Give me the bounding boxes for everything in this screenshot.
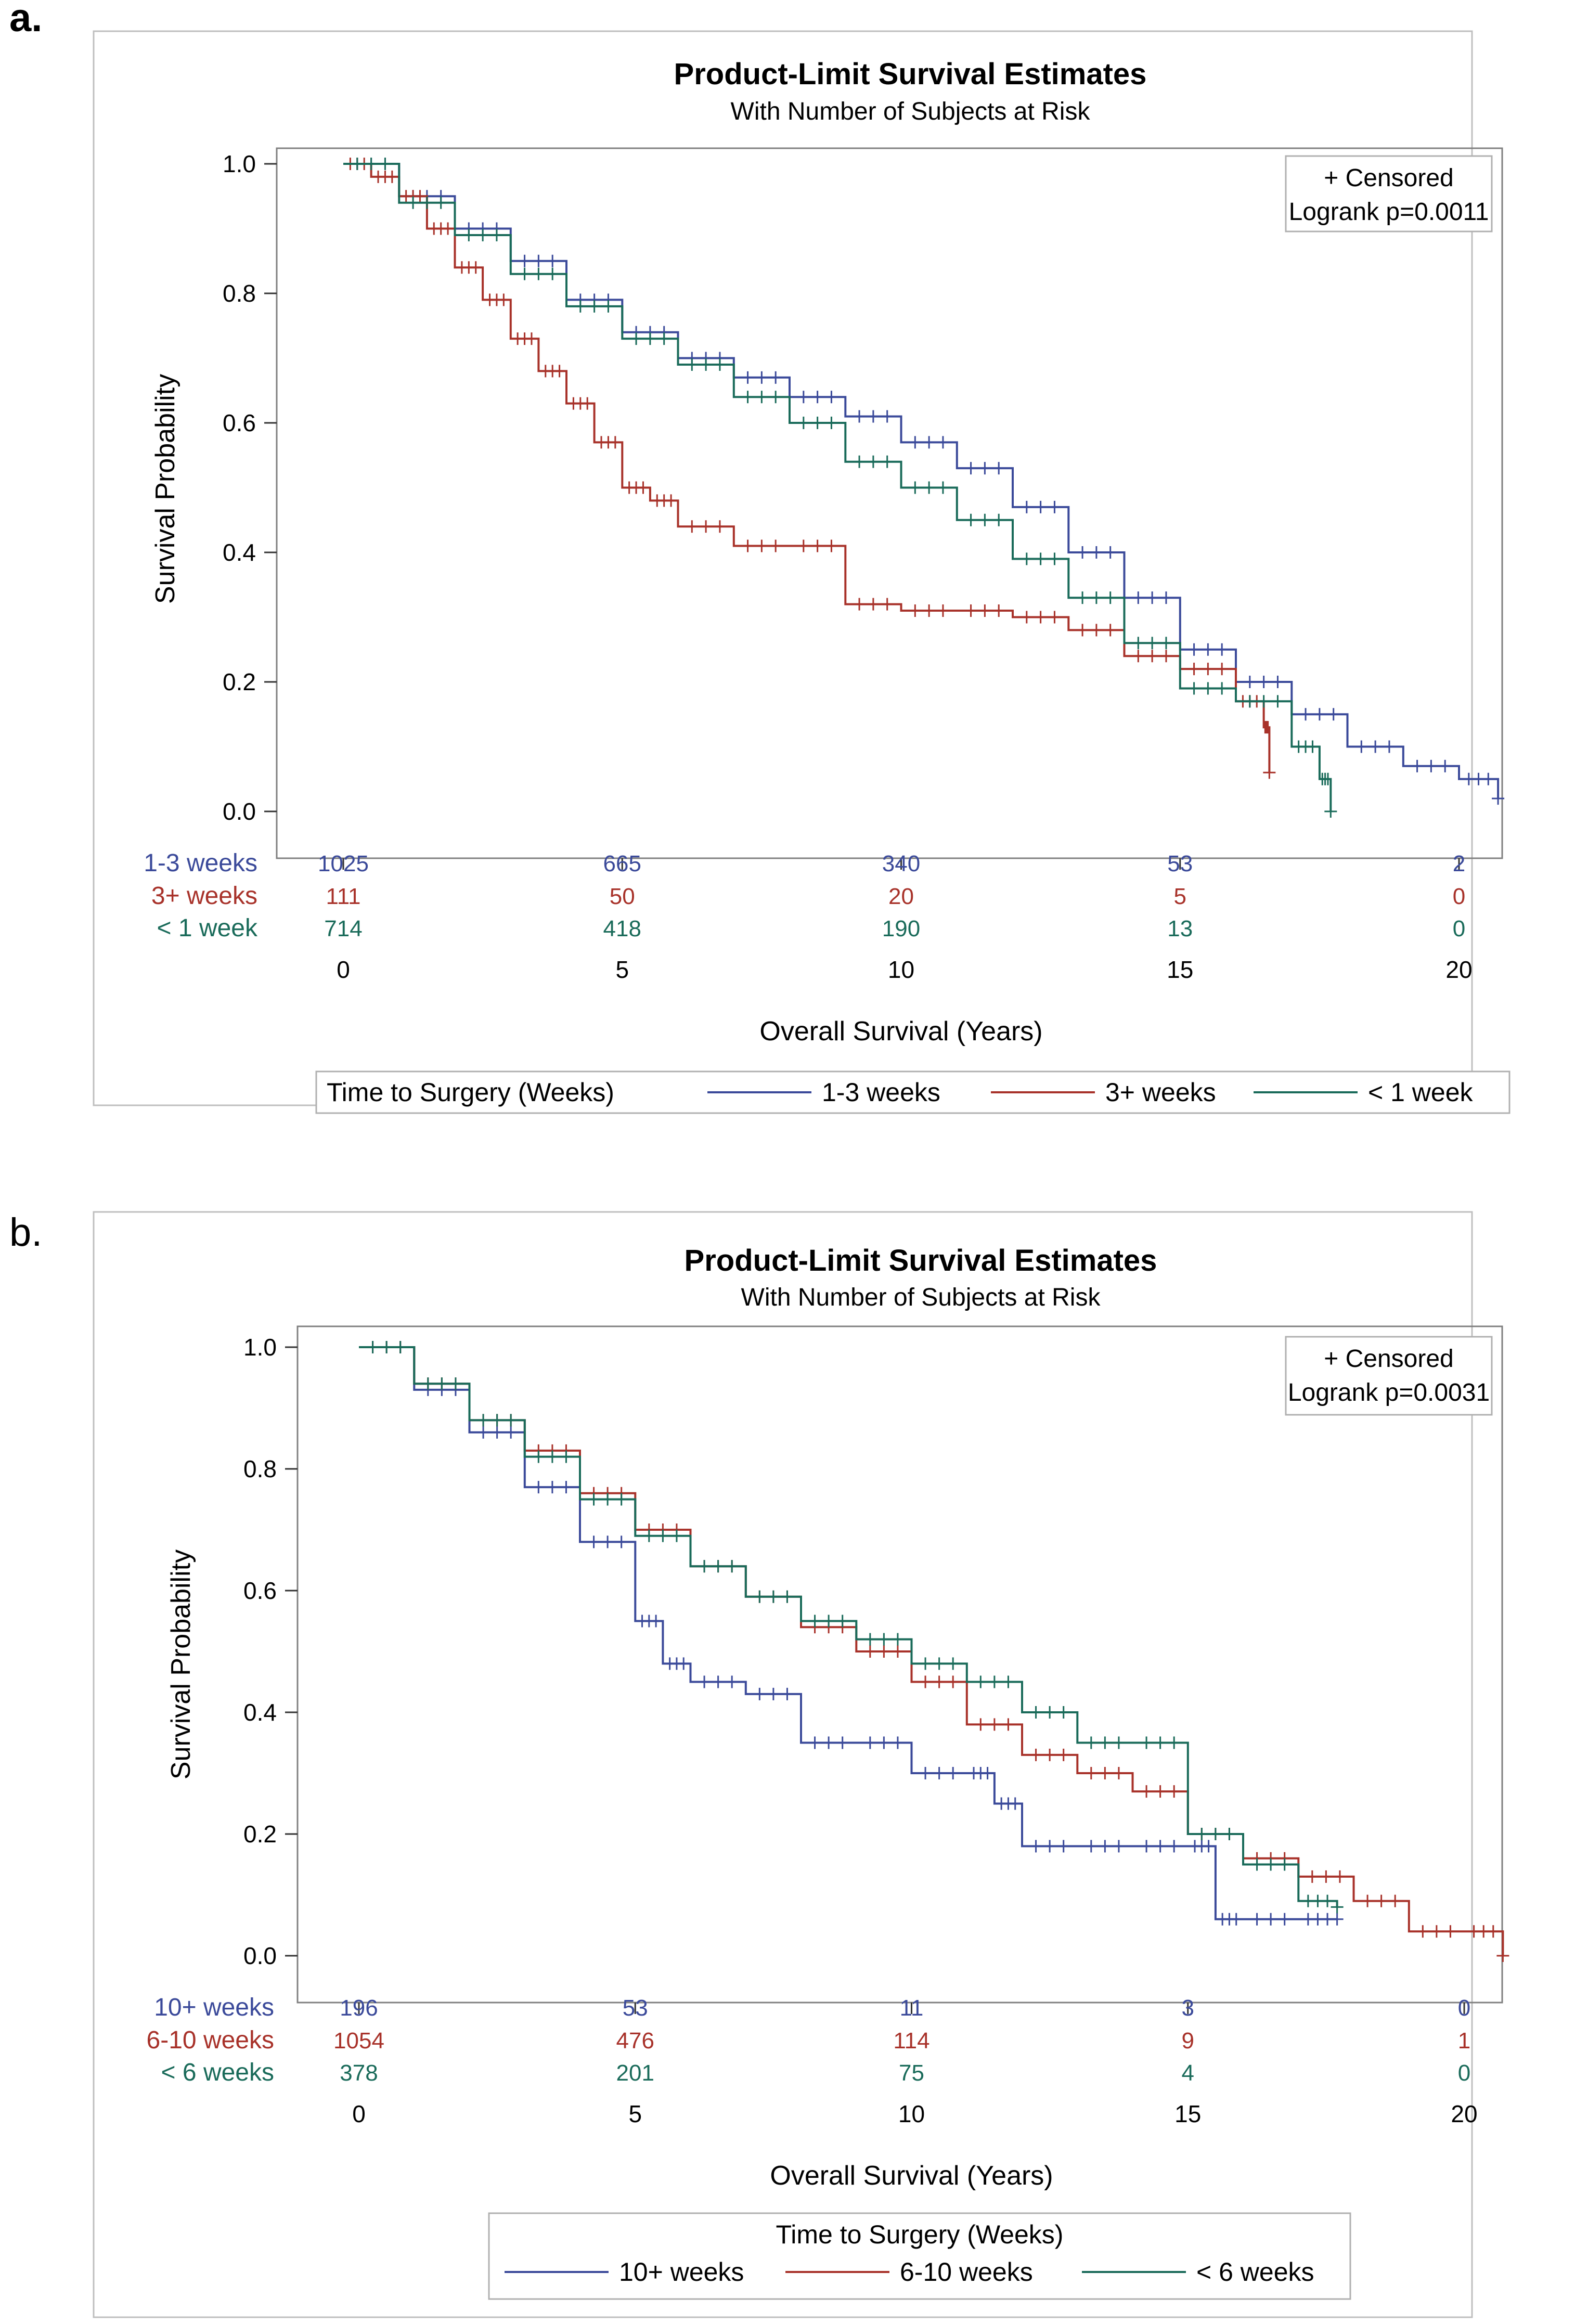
at-risk-row-label: 3+ weeks bbox=[151, 882, 257, 910]
at-risk-count: 196 bbox=[340, 1995, 378, 2021]
at-risk-count: 0 bbox=[1458, 2060, 1470, 2086]
at-risk-count: 0 bbox=[1458, 1995, 1470, 2021]
survival-curve-10-weeks bbox=[359, 1346, 1337, 1920]
panel-frame bbox=[93, 1211, 1473, 2318]
at-risk-count: 50 bbox=[610, 884, 635, 909]
x-axis-label: Overall Survival (Years) bbox=[770, 2161, 1053, 2191]
at-risk-count: 4 bbox=[1182, 2060, 1194, 2086]
x-tick-label: 15 bbox=[1174, 2100, 1201, 2127]
at-risk-count: 714 bbox=[324, 916, 362, 941]
y-tick-label: 0.8 bbox=[243, 1455, 277, 1482]
chart-subtitle: With Number of Subjects at Risk bbox=[731, 98, 1091, 125]
at-risk-row-label: 10+ weeks bbox=[154, 1994, 274, 2021]
survival-curve--6-weeks bbox=[359, 1346, 1338, 1907]
at-risk-count: 53 bbox=[1167, 851, 1193, 876]
at-risk-count: 3 bbox=[1182, 1995, 1194, 2021]
y-axis-label: Survival Probability bbox=[166, 1550, 196, 1779]
at-risk-count: 378 bbox=[340, 2060, 378, 2086]
at-risk-count: 418 bbox=[603, 916, 641, 941]
plot-area bbox=[276, 147, 1503, 859]
y-tick-label: 0.6 bbox=[223, 409, 256, 436]
chart-title: Product-Limit Survival Estimates bbox=[685, 1244, 1157, 1277]
at-risk-count: 9 bbox=[1182, 2028, 1194, 2054]
y-tick-label: 0.6 bbox=[243, 1577, 277, 1604]
at-risk-count: 111 bbox=[326, 884, 361, 909]
survival-curve--1-week bbox=[343, 163, 1332, 811]
at-risk-row-label: 1-3 weeks bbox=[144, 849, 257, 877]
y-tick-label: 0.4 bbox=[223, 539, 256, 566]
censored-note: + Censored bbox=[1324, 164, 1454, 192]
y-tick-label: 1.0 bbox=[223, 150, 256, 177]
legend-entry: 6-10 weeks bbox=[900, 2257, 1033, 2287]
x-axis-label: Overall Survival (Years) bbox=[759, 1016, 1042, 1047]
inset-box bbox=[1285, 155, 1493, 233]
survival-curve-3-weeks bbox=[343, 163, 1271, 773]
at-risk-count: 11 bbox=[900, 1995, 924, 2021]
x-tick-label: 10 bbox=[898, 2100, 925, 2127]
logrank-p-value: Logrank p=0.0011 bbox=[1289, 198, 1489, 226]
at-risk-count: 5 bbox=[1174, 884, 1186, 909]
x-tick-label: 0 bbox=[352, 2100, 366, 2127]
panel-b: b. Product-Limit Survival Estimates With N… bbox=[9, 1210, 1509, 2318]
at-risk-row-label: < 1 week bbox=[157, 914, 258, 942]
panel-label: a. bbox=[9, 0, 42, 40]
legend-entry: 1-3 weeks bbox=[822, 1078, 940, 1107]
at-risk-count: 0 bbox=[1453, 916, 1465, 941]
chart-title: Product-Limit Survival Estimates bbox=[674, 57, 1147, 91]
at-risk-row-label: < 6 weeks bbox=[161, 2059, 274, 2086]
x-tick-label: 5 bbox=[615, 956, 629, 983]
at-risk-count: 665 bbox=[603, 851, 641, 876]
at-risk-row-label: 6-10 weeks bbox=[147, 2026, 274, 2054]
y-tick-label: 0.2 bbox=[223, 668, 256, 695]
survival-curve-1-3-weeks bbox=[343, 163, 1500, 799]
panel-label: b. bbox=[9, 1210, 42, 1255]
at-risk-count: 340 bbox=[882, 851, 920, 876]
x-tick-label: 20 bbox=[1445, 956, 1472, 983]
at-risk-count: 114 bbox=[893, 2028, 929, 2054]
panel-a: a. Product-Limit Survival Estimates With N… bbox=[9, 0, 1511, 1114]
at-risk-count: 201 bbox=[616, 2060, 654, 2086]
at-risk-count: 190 bbox=[882, 916, 920, 941]
y-tick-label: 0.4 bbox=[243, 1699, 277, 1726]
x-tick-label: 5 bbox=[628, 2100, 642, 2127]
at-risk-count: 75 bbox=[899, 2060, 924, 2086]
y-tick-label: 1.0 bbox=[243, 1334, 277, 1361]
at-risk-count: 0 bbox=[1453, 884, 1465, 909]
plot-area bbox=[296, 1325, 1503, 2004]
x-tick-label: 0 bbox=[337, 956, 350, 983]
at-risk-count: 53 bbox=[623, 1995, 648, 2021]
y-tick-label: 0.2 bbox=[243, 1821, 277, 1848]
logrank-p-value: Logrank p=0.0031 bbox=[1288, 1379, 1490, 1406]
y-axis-label: Survival Probability bbox=[150, 374, 180, 604]
y-tick-label: 0.0 bbox=[223, 798, 256, 825]
at-risk-count: 13 bbox=[1167, 916, 1193, 941]
legend-entry: < 6 weeks bbox=[1196, 2257, 1314, 2287]
chart-subtitle: With Number of Subjects at Risk bbox=[741, 1284, 1101, 1311]
legend-title: Time to Surgery (Weeks) bbox=[776, 2220, 1064, 2249]
legend-box bbox=[488, 2212, 1351, 2300]
at-risk-count: 1025 bbox=[318, 851, 369, 876]
at-risk-count: 20 bbox=[888, 884, 914, 909]
inset-box bbox=[1285, 1336, 1493, 1416]
at-risk-count: 476 bbox=[616, 2028, 654, 2054]
legend-title: Time to Surgery (Weeks) bbox=[327, 1078, 614, 1107]
y-tick-label: 0.0 bbox=[243, 1942, 277, 1969]
at-risk-count: 2 bbox=[1453, 851, 1465, 876]
y-tick-label: 0.8 bbox=[223, 280, 256, 307]
legend-entry: 10+ weeks bbox=[619, 2257, 744, 2287]
x-tick-label: 10 bbox=[888, 956, 914, 983]
legend-entry: 3+ weeks bbox=[1105, 1078, 1216, 1107]
at-risk-count: 1054 bbox=[333, 2028, 384, 2054]
survival-curve-6-10-weeks bbox=[359, 1346, 1504, 1956]
censored-note: + Censored bbox=[1324, 1345, 1454, 1373]
panel-frame bbox=[93, 30, 1473, 1106]
x-tick-label: 15 bbox=[1167, 956, 1193, 983]
at-risk-count: 1 bbox=[1458, 2028, 1470, 2054]
legend-entry: < 1 week bbox=[1368, 1078, 1474, 1107]
x-tick-label: 20 bbox=[1451, 2100, 1477, 2127]
